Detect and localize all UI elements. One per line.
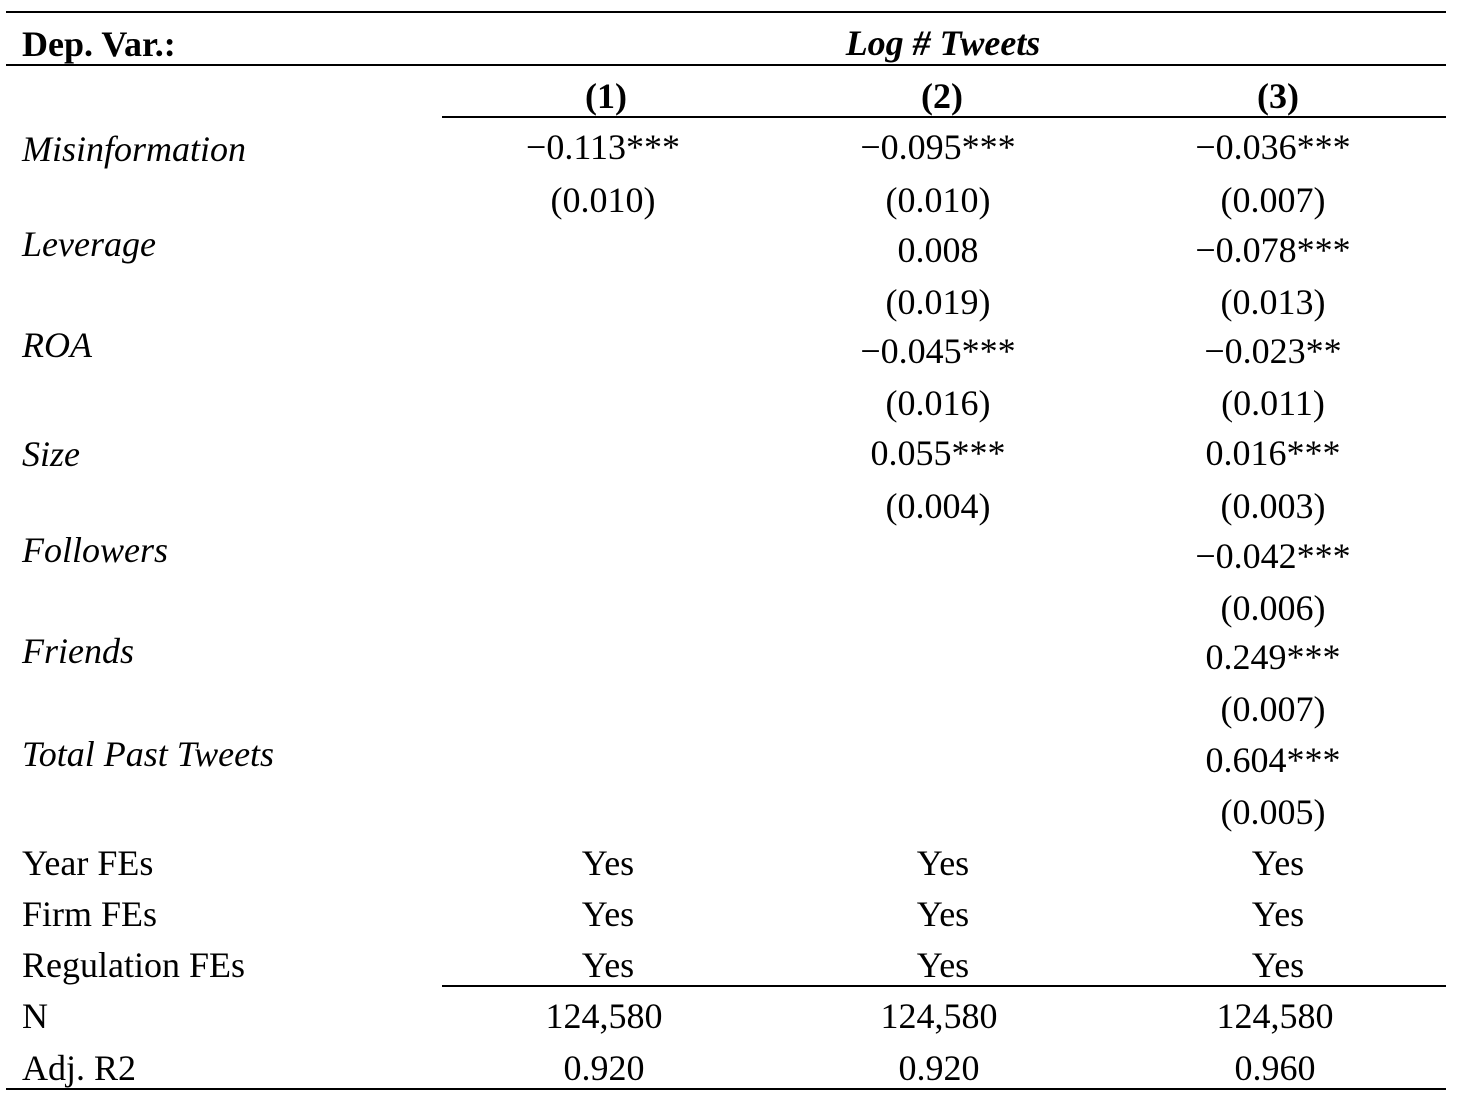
se-misinformation-2: (0.010) [885,180,991,220]
coef-leverage-3: −0.078*** [1195,230,1351,270]
row-label-followers: Followers [22,530,169,570]
year-fes-2: Yes [916,843,970,883]
row-label-regulation-fes: Regulation FEs [22,945,245,985]
coef-followers-3: −0.042*** [1195,536,1351,576]
column-header-3: (3) [1257,76,1299,116]
coef-roa-2: −0.045*** [860,331,1016,371]
row-label-year-fes: Year FEs [22,843,154,883]
se-roa-2: (0.016) [885,383,991,423]
se-misinformation-3: (0.007) [1220,180,1326,220]
column-header-rule [442,116,1446,118]
firm-fes-1: Yes [581,894,635,934]
year-fes-1: Yes [581,843,635,883]
coef-misinformation-2: −0.095*** [860,127,1016,167]
coef-misinformation-1: −0.113*** [526,127,680,167]
se-misinformation-1: (0.010) [550,180,656,220]
se-total-past-tweets-3: (0.005) [1220,792,1326,832]
se-size-2: (0.004) [885,486,991,526]
se-size-3: (0.003) [1220,486,1326,526]
adj-r2-1: 0.920 [563,1048,645,1088]
coef-friends-3: 0.249*** [1205,637,1341,677]
se-followers-3: (0.006) [1220,588,1326,628]
bottom-rule [6,1088,1446,1090]
row-label-adj-r2: Adj. R2 [22,1048,137,1088]
coef-leverage-2: 0.008 [897,230,979,270]
se-roa-3: (0.011) [1221,383,1325,423]
row-label-size: Size [22,434,80,474]
row-label-firm-fes: Firm FEs [22,894,158,934]
stats-rule [442,985,1446,987]
row-label-total-past-tweets: Total Past Tweets [22,734,275,774]
row-label-n: N [22,996,48,1036]
header-rule [6,64,1446,66]
n-2: 124,580 [880,996,998,1036]
n-3: 124,580 [1216,996,1334,1036]
firm-fes-2: Yes [916,894,970,934]
coef-size-3: 0.016*** [1205,433,1341,473]
coef-size-2: 0.055*** [870,433,1006,473]
row-label-leverage: Leverage [22,224,156,264]
year-fes-3: Yes [1251,843,1305,883]
coef-total-past-tweets-3: 0.604*** [1205,740,1341,780]
dep-var-label: Dep. Var.: [22,24,176,64]
row-label-misinformation: Misinformation [22,129,247,169]
column-header-1: (1) [585,76,627,116]
firm-fes-3: Yes [1251,894,1305,934]
adj-r2-3: 0.960 [1234,1048,1316,1088]
row-label-friends: Friends [22,631,134,671]
se-friends-3: (0.007) [1220,689,1326,729]
regulation-fes-1: Yes [581,945,635,985]
regulation-fes-2: Yes [916,945,970,985]
coef-roa-3: −0.023** [1204,331,1342,371]
coef-misinformation-3: −0.036*** [1195,127,1351,167]
se-leverage-2: (0.019) [885,282,991,322]
n-1: 124,580 [545,996,663,1036]
row-label-roa: ROA [22,325,92,365]
se-leverage-3: (0.013) [1220,282,1326,322]
top-rule [6,11,1446,13]
dep-var-name: Log # Tweets [845,23,1041,63]
column-header-2: (2) [921,76,963,116]
adj-r2-2: 0.920 [898,1048,980,1088]
regulation-fes-3: Yes [1251,945,1305,985]
